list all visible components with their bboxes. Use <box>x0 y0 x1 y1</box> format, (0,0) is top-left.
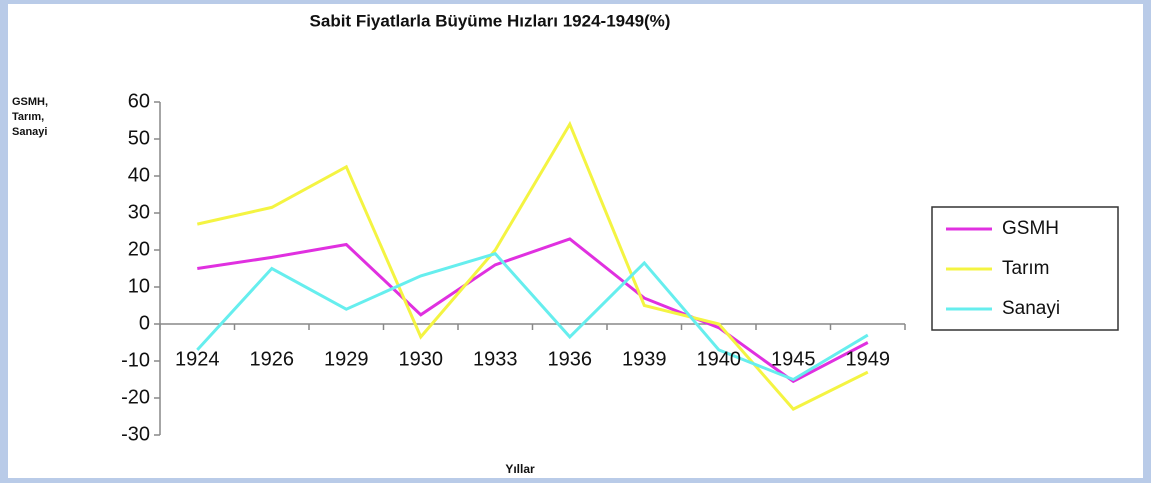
line-series <box>196 251 869 382</box>
legend-label: Sanayi <box>1002 298 1060 319</box>
x-tick-label: 1933 <box>473 348 518 370</box>
y-tick-label: -10 <box>121 349 150 371</box>
y-tick-label: 20 <box>128 238 150 260</box>
x-tick-label: 1945 <box>771 348 816 370</box>
y-tick-label: 0 <box>139 312 150 334</box>
y-tick-label: 60 <box>128 90 150 112</box>
y-tick-label: 10 <box>128 275 150 297</box>
x-tick-label: 1926 <box>250 348 295 370</box>
y-tick-label: -20 <box>121 386 150 408</box>
legend-label: Tarım <box>1002 258 1050 279</box>
x-tick-label: 1930 <box>399 348 444 370</box>
x-tick-label: 1939 <box>622 348 667 370</box>
y-axis-label: Sanayi <box>12 126 47 138</box>
y-tick-label: -30 <box>121 423 150 445</box>
line-series <box>196 120 869 411</box>
x-tick-label: 1924 <box>175 348 220 370</box>
chart-title: Sabit Fiyatlarla Büyüme Hızları 1924-194… <box>310 11 671 30</box>
x-axis-label: Yıllar <box>505 462 535 476</box>
y-tick-label: 30 <box>128 201 150 223</box>
y-axis-label: Tarım, <box>12 111 44 123</box>
y-tick-label: 40 <box>128 164 150 186</box>
x-tick-label: 1936 <box>548 348 593 370</box>
x-tick-label: 1949 <box>846 348 891 370</box>
line-series <box>197 237 869 384</box>
x-tick-label: 1929 <box>324 348 369 370</box>
x-tick-label: 1940 <box>697 348 742 370</box>
y-tick-label: 50 <box>128 127 150 149</box>
chart: Sabit Fiyatlarla Büyüme Hızları 1924-194… <box>8 4 1143 478</box>
legend-label: GSMH <box>1002 218 1059 239</box>
y-axis-label: GSMH, <box>12 96 48 108</box>
